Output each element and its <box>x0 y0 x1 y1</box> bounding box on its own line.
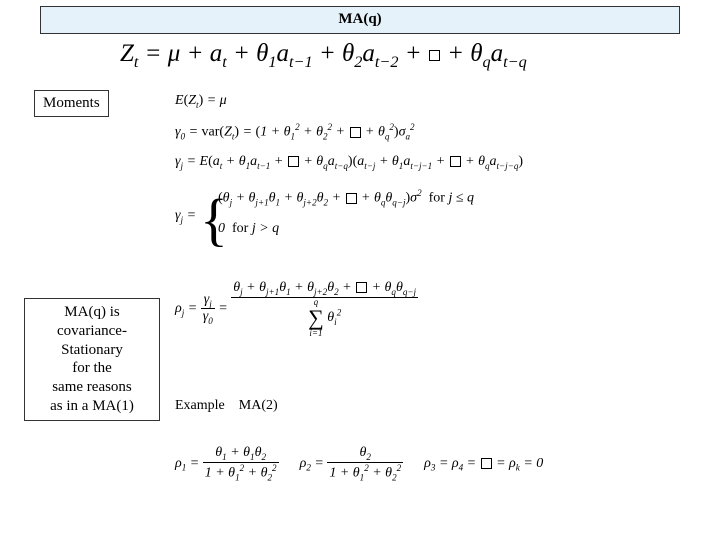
covariance-expansion: γj = E(at + θ1at−1 + + θqat−q)(at−j + θ1… <box>175 154 523 171</box>
stationary-note: MA(q) iscovariance-Stationaryfor thesame… <box>24 298 160 421</box>
expectation-formula: E(Zt) = μ <box>175 93 227 110</box>
example-label: Example MA(2) <box>175 398 278 414</box>
variance-formula: γ0 = var(Zt) = (1 + θ12 + θ22 + + θq2)σa… <box>175 122 415 141</box>
main-equation: Zt = μ + at + θ1at−1 + θ2at−2 + + θqat−q <box>120 40 527 72</box>
example-autocorrelations: ρ1 = θ1 + θ1θ2 1 + θ12 + θ22 ρ2 = θ2 1 +… <box>175 445 543 482</box>
moments-label: Moments <box>34 90 109 117</box>
autocorrelation-formula: ρj = γj γ0 = θj + θj+1θ1 + θj+2θ2 + + θq… <box>175 280 418 338</box>
title-bar: MA(q) <box>40 6 680 34</box>
gamma-piecewise: (θj + θj+1θ1 + θj+2θ2 + + θqθq−j)σ2 for … <box>218 188 474 237</box>
gamma-j-label: γj = <box>175 208 196 225</box>
